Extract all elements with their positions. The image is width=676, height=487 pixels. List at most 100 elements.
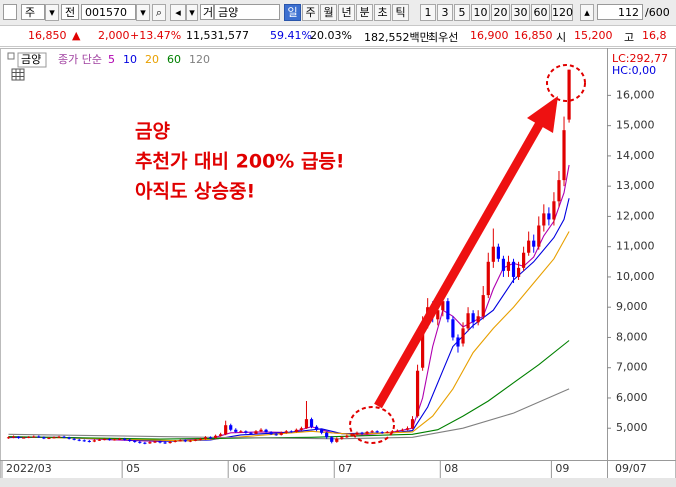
toolbar-button[interactable]: 일 (284, 4, 301, 21)
toolbar-button[interactable]: 3 (437, 4, 453, 21)
dropdown-arrow[interactable]: ▾ (45, 4, 59, 21)
candle-body (208, 437, 213, 439)
candle-body (244, 431, 248, 433)
candle-body (198, 438, 203, 440)
candle-body (360, 432, 364, 434)
toolbar-button[interactable]: 60 (531, 4, 550, 21)
candle-body (203, 437, 208, 439)
grid-icon-lines (12, 69, 24, 80)
candle-body (264, 429, 268, 433)
candle-body (123, 438, 127, 440)
candle-body (42, 437, 46, 439)
candle-body (461, 328, 465, 344)
candle-body (511, 261, 516, 277)
toolbar-button[interactable]: 1 (420, 4, 436, 21)
candle-body (128, 439, 132, 441)
candle-body (168, 441, 172, 444)
candle-body (532, 240, 536, 247)
legend-item: 10 (123, 53, 137, 66)
candle-body (471, 313, 475, 323)
candle-body (213, 435, 218, 438)
search-button[interactable]: ⌕ (152, 4, 166, 21)
candle-body (537, 225, 541, 247)
candle-body (400, 429, 405, 431)
highlight-circle (546, 64, 586, 102)
spin-button[interactable]: ▴ (580, 4, 594, 21)
market-select[interactable]: 주 (21, 4, 45, 20)
toolbar-button[interactable]: 초 (374, 4, 391, 21)
y-tick-label: 16,000 (616, 88, 655, 101)
change-pct: +13.47% (130, 29, 182, 42)
y-tick-label: 6,000 (616, 391, 648, 404)
y-tick-label: 9,000 (616, 300, 648, 313)
dropdown-arrow[interactable]: ▾ (186, 4, 198, 21)
price: 16,850 (28, 29, 67, 42)
name-input[interactable]: 금양 (214, 4, 280, 20)
high-label: 고 (624, 31, 635, 44)
grid-icon[interactable] (11, 68, 25, 81)
toolbar-button[interactable]: 20 (491, 4, 510, 21)
candle-body (72, 438, 76, 440)
candle-body (476, 316, 480, 323)
candle-body (355, 432, 359, 435)
candle-body (77, 439, 81, 441)
candle-body (441, 301, 445, 311)
candle-body (522, 252, 526, 268)
candle-body (289, 431, 293, 433)
candle-body (486, 261, 490, 296)
candle-body (82, 440, 86, 442)
candle-body (87, 440, 91, 442)
candle-body (309, 419, 314, 427)
x-tick-label: 2022/03 (6, 462, 52, 475)
candle-body (143, 442, 147, 444)
candle-body (27, 437, 31, 439)
toolbar-button[interactable]: 주 (302, 4, 319, 21)
candle-body (481, 295, 485, 317)
code-input[interactable]: 001570 (81, 4, 136, 20)
toolbar-button[interactable]: 틱 (392, 4, 409, 21)
sound-button[interactable]: ◂ (170, 4, 186, 21)
y-tick-label: 12,000 (616, 209, 655, 222)
change: 2,000 (98, 29, 130, 42)
toolbar-button[interactable]: 10 (471, 4, 490, 21)
count-max: /600 (645, 6, 670, 19)
candle-body (183, 440, 187, 442)
lc-label: LC:292,77 (612, 52, 668, 65)
candle-body (345, 435, 349, 438)
chart-frame (0, 48, 676, 486)
mode-select[interactable]: 전 (61, 4, 79, 20)
toolbar-button[interactable]: 분 (356, 4, 373, 21)
toolbar-button[interactable]: 5 (454, 4, 470, 21)
best-label: 최우선 (428, 31, 459, 44)
candle-body (52, 437, 56, 439)
candle-body (138, 441, 142, 443)
candle-body (466, 313, 470, 329)
candle-body (279, 432, 283, 435)
candle-body (340, 437, 344, 439)
candle-body (562, 130, 566, 181)
toolbar-button[interactable]: 년 (338, 4, 355, 21)
moving-average-line (8, 340, 570, 440)
candle-body (335, 438, 339, 442)
toolbar-button[interactable]: 120 (551, 4, 573, 21)
count-input[interactable]: 112 (597, 4, 643, 20)
y-tick-label: 11,000 (616, 240, 655, 253)
candle-body (304, 419, 309, 429)
candle-body (163, 442, 167, 444)
candle-body (451, 319, 455, 338)
y-tick-label: 7,000 (616, 361, 648, 374)
x-end-label: 09/07 (615, 462, 647, 475)
candle-body (421, 325, 425, 368)
bid: 16,850 (514, 29, 553, 42)
candle-body (314, 426, 319, 430)
annotation: 금양 (135, 121, 170, 143)
toolbar-button[interactable]: 30 (511, 4, 530, 21)
scrollbar[interactable] (0, 478, 676, 487)
y-tick-label: 8,000 (616, 330, 648, 343)
candle-body (395, 430, 399, 432)
candle-body (57, 436, 61, 438)
candle-body (32, 436, 36, 438)
menu-icon[interactable] (3, 4, 17, 20)
toolbar-button[interactable]: 월 (320, 4, 337, 21)
dropdown-arrow[interactable]: ▾ (136, 4, 150, 21)
